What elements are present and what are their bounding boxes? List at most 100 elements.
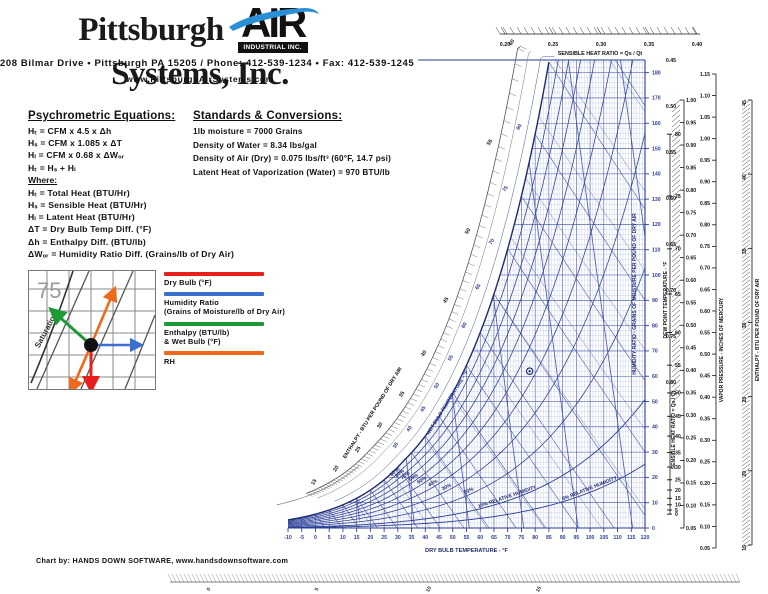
shr-tick-label: 0.20 xyxy=(686,458,696,464)
vapor-pressure-tick-label: 0.45 xyxy=(700,373,710,379)
shr-tick-label: 0.30 xyxy=(686,413,696,419)
humidity-ratio-tick-label: 30 xyxy=(652,450,658,456)
equations-list: Hₜ = CFM x 4.5 x Δh Hₛ = CFM x 1.085 x Δ… xyxy=(28,125,208,174)
shr-upper-tick-label: 0.70 xyxy=(666,288,676,294)
where-list: Hₜ = Total Heat (BTU/Hr) Hₛ = Sensible H… xyxy=(28,187,234,260)
x-tick-label: 110 xyxy=(613,535,621,541)
legend-item-rh: RH xyxy=(164,351,314,366)
bottom-ruler-band: 0 5 10 15 xyxy=(167,573,741,593)
humidity-ratio-tick-label: 10 xyxy=(652,501,658,507)
dew-point-tick-label: 30 xyxy=(675,465,681,471)
vapor-pressure-tick-label: 0.90 xyxy=(700,180,710,186)
humidity-ratio-axis: 0 10 20 30 40 50 60 70 80 90 100 110 120 130 140 150 160… xyxy=(632,70,661,531)
shr-upper-tick-label: 0.60 xyxy=(666,196,676,202)
legend-mini-chart: 75 Saturation xyxy=(28,270,156,390)
x-tick-label: -5 xyxy=(299,535,304,541)
rh-curve-label: 90% xyxy=(389,466,401,478)
shr-tick-label: 0.40 xyxy=(686,368,696,374)
x-tick-label: 15 xyxy=(354,535,360,541)
website-line: www.PittsburghAirSystems.com xyxy=(126,74,274,84)
shr-tick-label: 0.95 xyxy=(686,120,696,126)
dew-point-tick-label: 65 xyxy=(675,292,681,298)
rh-curve-label: 10% RELATIVE HUMIDITY xyxy=(477,484,538,510)
shr-tick-label: 0.65 xyxy=(686,255,696,261)
legend-color-swatch xyxy=(164,292,264,297)
humidity-ratio-axis-title: HUMIDITY RATIO - GRAINS OF MOISTURE PER … xyxy=(632,213,638,375)
vapor-pressure-tick-label: 1.10 xyxy=(700,93,710,99)
x-tick-label: 45 xyxy=(436,535,442,541)
rh-curve-label: 50% xyxy=(416,475,428,486)
logo-banner-text: INDUSTRIAL INC. xyxy=(237,42,308,53)
wet-bulb-tick-label: 35 xyxy=(392,442,400,450)
shr-tick-label: 0.25 xyxy=(686,436,696,442)
equation-row: Hₗ = CFM x 0.68 x ΔWₒᵣ xyxy=(28,150,125,161)
standards-row: Density of Water = 8.34 lbs/gal xyxy=(193,140,317,150)
vapor-pressure-tick-label: 1.15 xyxy=(700,72,710,78)
x-tick-label: 50 xyxy=(450,535,456,541)
wet-bulb-tick-label: 40 xyxy=(406,425,414,433)
vapor-pressure-tick-label: 0.40 xyxy=(700,395,710,401)
shr-upper-tick-label: 0.65 xyxy=(666,242,676,248)
dew-point-tick-label: 5 xyxy=(675,508,678,514)
dew-point-tick-label: 20 xyxy=(675,488,681,494)
mini-arrow-enthalpy xyxy=(48,307,92,347)
equations-title: Psychrometric Equations: xyxy=(28,110,176,122)
dew-point-tick-label: 40 xyxy=(675,434,681,440)
x-tick-label: 60 xyxy=(477,535,483,541)
legend-item-enthalpy-wetbulb: Enthalpy (BTU/lb) & Wet Bulb (°F) xyxy=(164,321,314,346)
standards-row: Density of Air (Dry) = 0.075 lbs/ft³ (60… xyxy=(193,154,392,163)
x-tick-label: 55 xyxy=(464,535,470,541)
rh-curve-label: 20% xyxy=(463,486,475,496)
humidity-ratio-tick-label: 50 xyxy=(652,399,658,405)
chart-credit: Chart by: HANDS DOWN SOFTWARE, www.hands… xyxy=(36,556,289,565)
state-point-dot xyxy=(528,369,531,373)
humidity-ratio-tick-label: 130 xyxy=(652,197,661,203)
page-header: Pittsburgh AIR INDUSTRIAL INC. Systems, … xyxy=(0,0,500,100)
where-row: Hₗ = Latent Heat (BTU/Hr) xyxy=(28,212,135,223)
dew-point-tick-label: 70 xyxy=(675,247,681,253)
where-label: Where: xyxy=(28,174,58,185)
legend-item-humidity-ratio: Humidity Ratio (Grains of Moisture/lb of… xyxy=(164,292,314,316)
rh-curve-label: 40% xyxy=(427,478,439,488)
sensible-heat-ratio-axis: 0.05 0.10 0.15 0.20 0.25 0.30 0.35 0.40 0.45 0.50… xyxy=(671,98,696,532)
left-edge-ruler xyxy=(276,465,360,506)
humidity-ratio-tick-label: 150 xyxy=(652,146,661,152)
shr-upper-tick-label: 0.50 xyxy=(666,104,676,110)
enthalpy-left-axis: 15 20 25 30 35 40 45 50 55 60 ENTHALPY - BTU PER P… xyxy=(306,39,532,499)
wet-bulb-tick-label: 80 xyxy=(516,123,524,131)
address-line: 208 Bilmar Drive • Pittsburgh PA 15205 /… xyxy=(0,58,415,69)
wet-bulb-tick-label: 50 xyxy=(433,382,441,390)
company-logo: Pittsburgh AIR INDUSTRIAL INC. Systems, … xyxy=(0,2,400,92)
shr-top-tick-label: 0.35 xyxy=(644,42,655,48)
x-tick-label: 115 xyxy=(627,535,635,541)
wet-bulb-tick-label: 60 xyxy=(461,321,469,329)
enthalpy-left-tick-label: 55 xyxy=(486,139,494,147)
logo-prefix: Pittsburgh xyxy=(78,11,224,48)
humidity-ratio-tick-label: 0 xyxy=(652,526,655,532)
x-tick-label: 75 xyxy=(519,535,525,541)
vapor-pressure-axis: 0.05 0.10 0.15 0.20 0.25 0.30 0.35 0.40 0.45 0.50… xyxy=(700,72,725,552)
humidity-ratio-tick-label: 120 xyxy=(652,222,661,228)
mini-value-text: 75 xyxy=(37,278,61,303)
vapor-pressure-tick-label: 0.30 xyxy=(700,438,710,444)
legend-color-swatch xyxy=(164,272,264,276)
where-row: Δh = Enthalpy Diff. (BTU/lb) xyxy=(28,236,146,247)
rh-curve-label: 80% xyxy=(394,468,406,479)
vapor-pressure-tick-label: 0.50 xyxy=(700,352,710,358)
x-tick-label: 5 xyxy=(328,535,331,541)
x-tick-label: 65 xyxy=(491,535,497,541)
dew-point-tick-label: 0 xyxy=(675,512,678,518)
logo-suffix: Systems, Inc. xyxy=(111,56,289,92)
vapor-pressure-tick-label: 0.10 xyxy=(700,524,710,530)
x-tick-label: 90 xyxy=(560,535,566,541)
vapor-pressure-tick-label: 0.70 xyxy=(700,266,710,272)
dew-point-tick-label: 45 xyxy=(675,414,681,420)
shr-upper-tick-label: 0.45 xyxy=(666,58,676,64)
x-axis: -10 -5 0 5 10 15 20 25 30 35 40 45 50 55 60 65 70 75 80 85 9… xyxy=(284,528,649,554)
enthalpy-right-tick-label: 25 xyxy=(742,397,748,403)
shr-top-tick-label: 0.25 xyxy=(548,42,559,48)
legend-label: RH xyxy=(164,357,176,367)
vapor-pressure-tick-label: 1.05 xyxy=(700,115,710,121)
enthalpy-right-tick-label: 35 xyxy=(742,248,748,254)
